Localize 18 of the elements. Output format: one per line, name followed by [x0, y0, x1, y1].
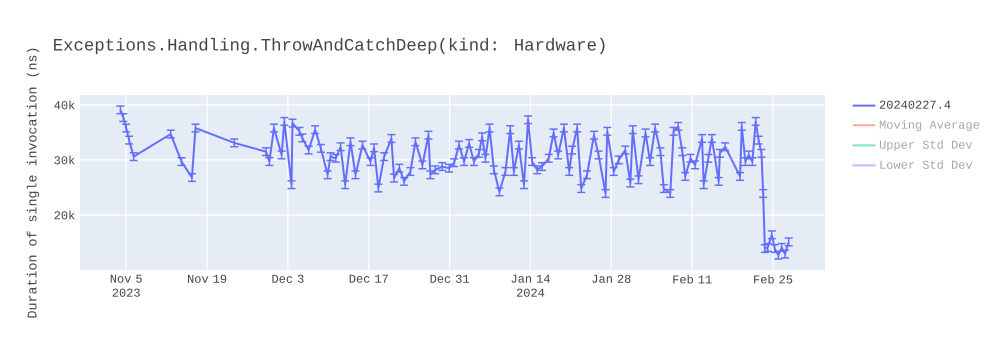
- x-tick-label: Feb 25: [754, 274, 792, 284]
- x-tick-label: Nov 5 2023: [110, 274, 142, 297]
- legend-label: Upper Std Dev: [880, 140, 972, 152]
- x-tick-label: Nov 19: [188, 274, 226, 283]
- legend-label: 20240227.4: [880, 100, 950, 109]
- legend-label: Moving Average: [880, 120, 980, 132]
- y-axis-title: Duration of single invocation (ns): [26, 48, 40, 318]
- y-tick-label: 20k: [54, 210, 75, 220]
- x-tick-label: Feb 11: [673, 274, 712, 284]
- x-tick-label: Dec 3: [272, 274, 304, 283]
- y-tick-label: 30k: [54, 156, 75, 164]
- x-tick-label: Jan 14 2024: [511, 274, 550, 297]
- x-tick-label: Dec 17: [350, 274, 388, 283]
- legend-label: Lower Std Dev: [880, 160, 972, 169]
- x-tick-label: Dec 31: [430, 274, 470, 283]
- y-tick-label: 40k: [54, 100, 75, 110]
- x-tick-label: Jan 28: [592, 274, 631, 283]
- chart-title: Exceptions.Handling.ThrowAndCatchDeep(kind: Hardware): [54, 38, 604, 54]
